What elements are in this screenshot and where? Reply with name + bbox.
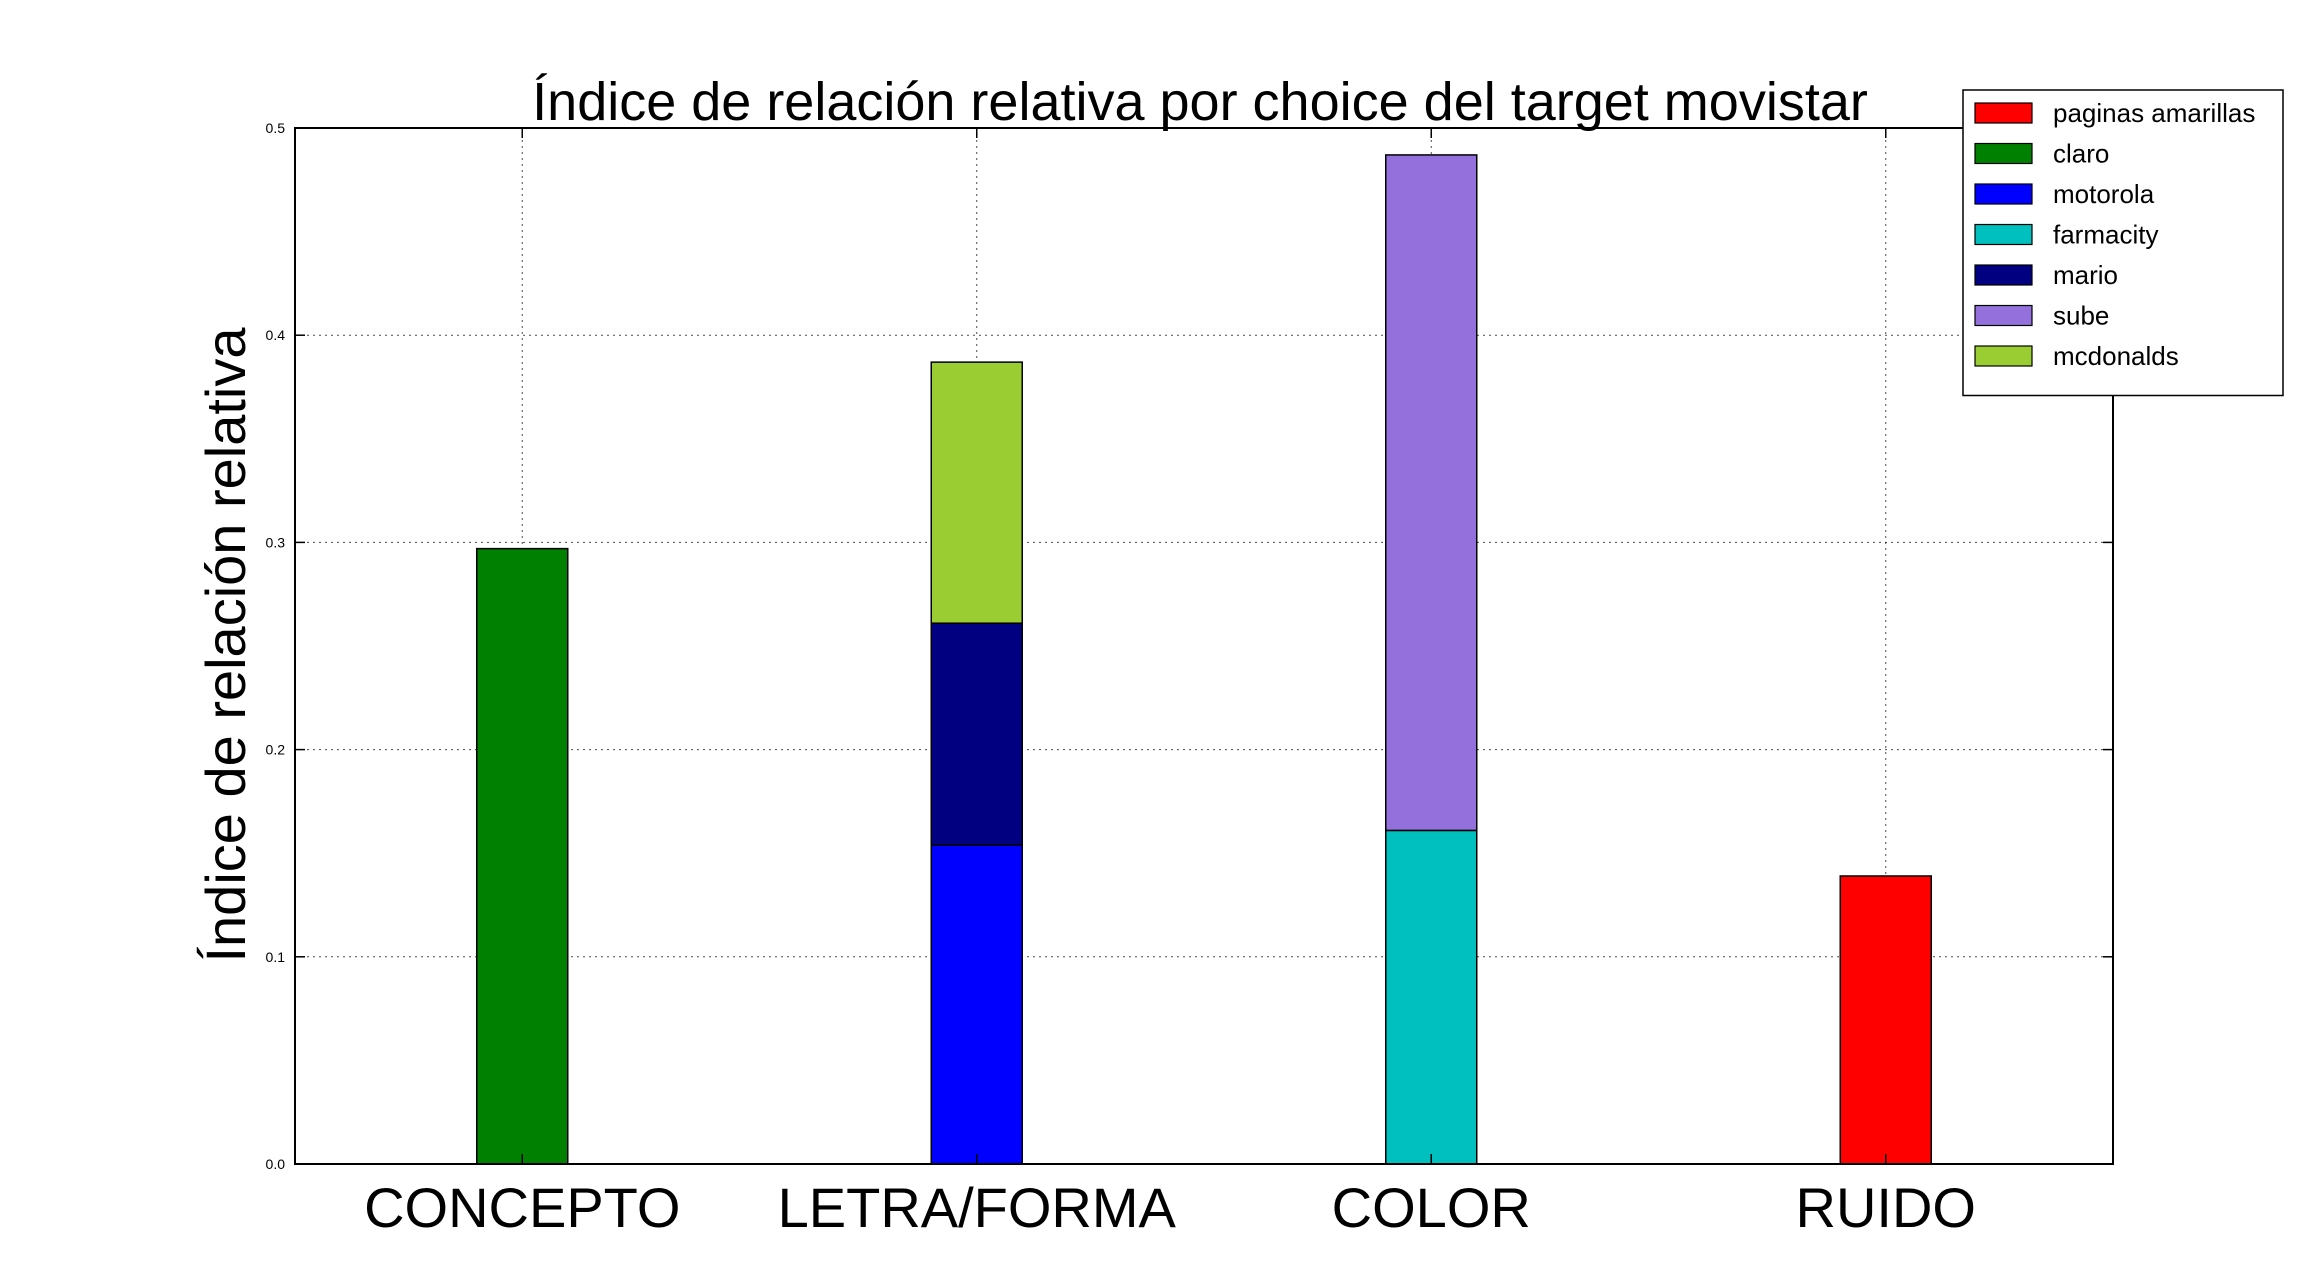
y-tick-label: 0.3 [266, 534, 286, 550]
x-tick-label: COLOR [1332, 1176, 1531, 1239]
legend-label: paginas amarillas [2053, 98, 2255, 128]
y-axis-label: Índice de relación relativa [194, 327, 257, 963]
bar-segment [1385, 154, 1478, 832]
bar-segment [930, 844, 1023, 1165]
legend-label: mario [2053, 260, 2118, 290]
legend-label: sube [2053, 301, 2109, 331]
y-tick-label: 0.5 [266, 120, 286, 136]
legend-swatch [1974, 102, 2033, 124]
bar-segment [930, 361, 1023, 624]
y-tick-label: 0.0 [266, 1156, 286, 1172]
legend-label: mcdonalds [2053, 341, 2179, 371]
legend-swatch [1974, 264, 2033, 286]
bar-segment [930, 622, 1023, 846]
y-tick-label: 0.2 [266, 742, 286, 758]
x-tick-label: RUIDO [1796, 1176, 1976, 1239]
legend-swatch [1974, 345, 2033, 367]
y-tick-label: 0.4 [266, 327, 286, 343]
legend-label: claro [2053, 139, 2109, 169]
chart-title: Índice de relación relativa por choice d… [532, 72, 1868, 132]
legend-swatch [1974, 304, 2033, 327]
legend-swatch [1974, 142, 2033, 165]
bar-segment [1385, 829, 1478, 1165]
x-tick-label: LETRA/FORMA [778, 1176, 1177, 1239]
legend-label: motorola [2053, 179, 2155, 209]
plot-frame [294, 127, 2114, 1165]
axis-ticks: 0.0 0.1 0.2 0.3 0.4 0.5 CONCEPTO LETRA/FORMA COL… [266, 120, 2113, 1239]
bar-segment [476, 547, 569, 1165]
bar-segment [1839, 875, 1932, 1165]
legend-label: farmacity [2053, 220, 2158, 250]
legend-swatch [1974, 223, 2033, 246]
x-tick-label: CONCEPTO [364, 1176, 680, 1239]
bars [476, 154, 1932, 1165]
y-tick-label: 0.1 [266, 949, 286, 965]
legend: paginas amarillas claro motorola farmacity m… [1962, 89, 2284, 397]
legend-swatch [1974, 183, 2033, 205]
